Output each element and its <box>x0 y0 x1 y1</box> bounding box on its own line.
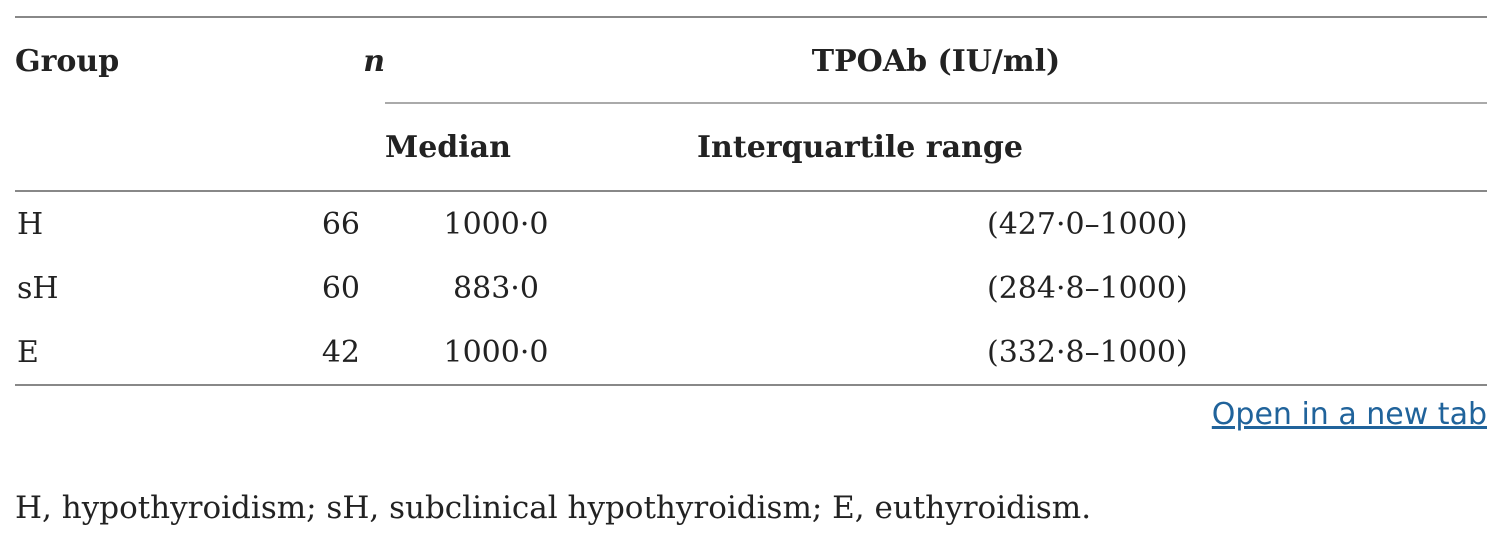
cell-group: sH <box>17 270 59 306</box>
header-n: n <box>215 16 385 104</box>
table-row: H 66 1000·0 (427·0–1000) <box>15 191 1487 256</box>
header-n-empty <box>215 104 385 192</box>
cell-n: 42 <box>215 320 385 386</box>
header-group: Group <box>15 16 215 104</box>
table-header: Group n TPOAb (IU/ml) Median Interquarti… <box>15 16 1487 192</box>
table-row: sH 60 883·0 (284·8–1000) <box>15 256 1487 320</box>
cell-n: 66 <box>321 206 360 242</box>
table-footnote: H, hypothyroidism; sH, subclinical hypot… <box>15 490 1092 526</box>
cell-median: 883·0 <box>453 270 539 306</box>
header-row-top: Group n TPOAb (IU/ml) <box>15 16 1487 104</box>
cell-median: 1000·0 <box>385 320 697 386</box>
header-iqr: Interquartile range <box>697 104 1487 192</box>
cell-n: 60 <box>321 270 360 306</box>
page: Group n TPOAb (IU/ml) Median Interquarti… <box>15 0 1487 534</box>
table-body: H 66 1000·0 (427·0–1000) sH 60 883·0 (28… <box>15 191 1487 386</box>
cell-median: 1000·0 <box>443 206 549 242</box>
cell-group: H <box>17 206 44 242</box>
cell-iqr: (284·8–1000) <box>987 270 1188 306</box>
cell-iqr: (332·8–1000) <box>697 320 1487 386</box>
cell-iqr: (427·0–1000) <box>987 206 1188 242</box>
cell-group: E <box>15 320 215 386</box>
header-tpoab-rule <box>385 102 1487 104</box>
header-median: Median <box>385 104 697 192</box>
header-tpoab-label: TPOAb (IU/ml) <box>811 43 1061 79</box>
tpoab-table: Group n TPOAb (IU/ml) Median Interquarti… <box>15 16 1487 386</box>
header-row-sub: Median Interquartile range <box>15 104 1487 192</box>
open-in-new-tab-link[interactable]: Open in a new tab <box>1211 397 1487 432</box>
header-tpoab: TPOAb (IU/ml) <box>385 16 1487 104</box>
table-row: E 42 1000·0 (332·8–1000) <box>15 320 1487 386</box>
header-group-empty <box>15 104 215 192</box>
